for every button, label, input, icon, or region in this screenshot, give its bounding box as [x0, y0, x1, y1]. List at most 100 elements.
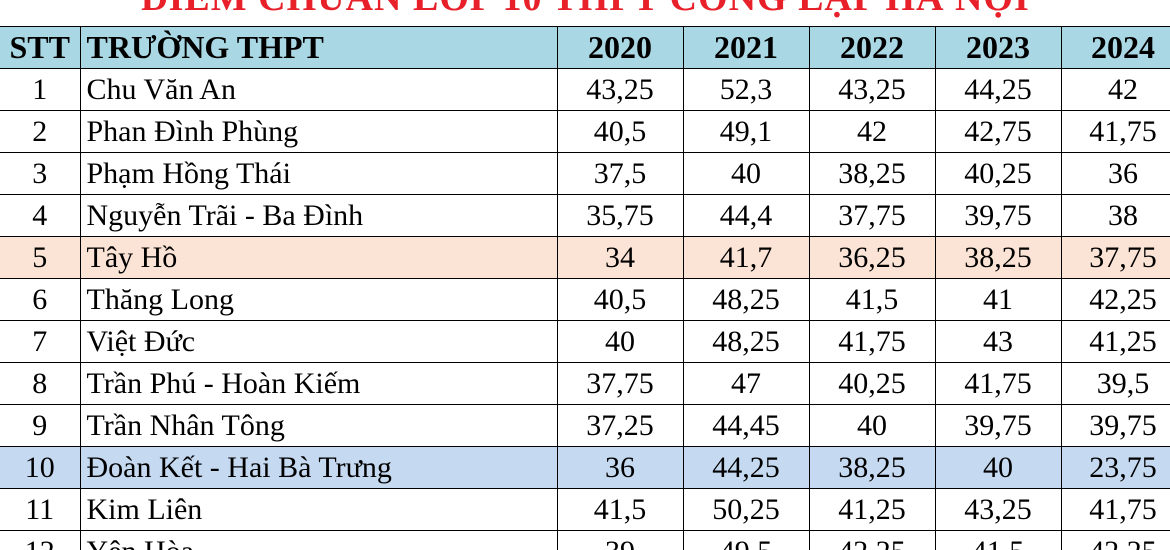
row-score-2021: 48,25: [682, 278, 810, 321]
row-score-2024: 42,25: [1060, 530, 1170, 550]
header-year-2022: 2022: [808, 26, 936, 69]
row-school-name: Phan Đình Phùng: [79, 110, 558, 153]
row-score-2020: 43,25: [556, 68, 684, 111]
header-year-2020: 2020: [556, 26, 684, 69]
row-school-name: Kim Liên: [79, 488, 558, 531]
row-score-2021: 40: [682, 152, 810, 195]
row-stt: 9: [0, 404, 81, 447]
row-stt: 1: [0, 68, 81, 111]
row-score-2024: 42,25: [1060, 278, 1170, 321]
row-score-2023: 38,25: [934, 236, 1062, 279]
row-score-2024: 36: [1060, 152, 1170, 195]
table-row: 9 Trần Nhân Tông 37,25 44,45 40 39,75 39,75: [0, 404, 1170, 447]
row-score-2023: 41: [934, 278, 1062, 321]
row-score-2021: 44,4: [682, 194, 810, 237]
row-score-2022: 42: [808, 110, 936, 153]
row-stt: 11: [0, 488, 81, 531]
table-row: 7 Việt Đức 40 48,25 41,75 43 41,25: [0, 320, 1170, 363]
table-row: 6 Thăng Long 40,5 48,25 41,5 41 42,25: [0, 278, 1170, 321]
row-score-2022: 36,25: [808, 236, 936, 279]
row-stt: 5: [0, 236, 81, 279]
table-row: 5 Tây Hồ 34 41,7 36,25 38,25 37,75: [0, 236, 1170, 279]
row-score-2024: 41,25: [1060, 320, 1170, 363]
table-row: 1 Chu Văn An 43,25 52,3 43,25 44,25 42: [0, 68, 1170, 111]
row-score-2024: 39,75: [1060, 404, 1170, 447]
row-score-2022: 37,75: [808, 194, 936, 237]
header-row: STT TRƯỜNG THPT 2020 2021 2022 2023 2024: [0, 26, 1170, 69]
row-score-2024: 39,5: [1060, 362, 1170, 405]
row-stt: 6: [0, 278, 81, 321]
row-school-name: Phạm Hồng Thái: [79, 152, 558, 195]
row-score-2020: 41,5: [556, 488, 684, 531]
row-school-name: Trần Phú - Hoàn Kiếm: [79, 362, 558, 405]
row-score-2022: 38,25: [808, 446, 936, 489]
row-score-2023: 44,25: [934, 68, 1062, 111]
row-score-2022: 41,25: [808, 488, 936, 531]
table-row: 4 Nguyễn Trãi - Ba Đình 35,75 44,4 37,75 39,7…: [0, 194, 1170, 237]
row-score-2020: 37,5: [556, 152, 684, 195]
row-score-2024: 38: [1060, 194, 1170, 237]
row-score-2024: 41,75: [1060, 110, 1170, 153]
row-score-2020: 39: [556, 530, 684, 550]
row-stt: 4: [0, 194, 81, 237]
row-score-2020: 36: [556, 446, 684, 489]
row-school-name: Yên Hòa: [79, 530, 558, 550]
row-school-name: Thăng Long: [79, 278, 558, 321]
row-school-name: Nguyễn Trãi - Ba Đình: [79, 194, 558, 237]
row-score-2021: 49,1: [682, 110, 810, 153]
row-score-2021: 49,5: [682, 530, 810, 550]
row-score-2024: 37,75: [1060, 236, 1170, 279]
row-score-2023: 41,5: [934, 530, 1062, 550]
row-score-2021: 47: [682, 362, 810, 405]
row-score-2020: 35,75: [556, 194, 684, 237]
sheet-title: ĐIỂM CHUẨN LỚP 10 THPT CÔNG LẬP HÀ NỘI: [0, 0, 1170, 18]
row-stt: 12: [0, 530, 81, 550]
row-score-2021: 52,3: [682, 68, 810, 111]
row-score-2022: 40,25: [808, 362, 936, 405]
row-score-2024: 41,75: [1060, 488, 1170, 531]
row-score-2022: 43,25: [808, 68, 936, 111]
table-row: 11 Kim Liên 41,5 50,25 41,25 43,25 41,75: [0, 488, 1170, 531]
row-score-2022: 41,5: [808, 278, 936, 321]
header-year-2023: 2023: [934, 26, 1062, 69]
row-score-2020: 40,5: [556, 110, 684, 153]
table-row: 8 Trần Phú - Hoàn Kiếm 37,75 47 40,25 41,75 39…: [0, 362, 1170, 405]
header-stt: STT: [0, 26, 81, 69]
row-score-2023: 41,75: [934, 362, 1062, 405]
row-school-name: Việt Đức: [79, 320, 558, 363]
row-score-2020: 37,25: [556, 404, 684, 447]
row-score-2020: 34: [556, 236, 684, 279]
row-score-2023: 39,75: [934, 194, 1062, 237]
row-score-2023: 40,25: [934, 152, 1062, 195]
row-score-2020: 40,5: [556, 278, 684, 321]
header-school: TRƯỜNG THPT: [79, 26, 558, 69]
row-stt: 8: [0, 362, 81, 405]
row-score-2021: 41,7: [682, 236, 810, 279]
row-score-2023: 40: [934, 446, 1062, 489]
row-school-name: Tây Hồ: [79, 236, 558, 279]
row-school-name: Chu Văn An: [79, 68, 558, 111]
header-year-2021: 2021: [682, 26, 810, 69]
row-score-2022: 40: [808, 404, 936, 447]
row-score-2022: 38,25: [808, 152, 936, 195]
row-score-2023: 39,75: [934, 404, 1062, 447]
table-row: 10 Đoàn Kết - Hai Bà Trưng 36 44,25 38,25 40 2…: [0, 446, 1170, 489]
row-stt: 7: [0, 320, 81, 363]
row-score-2021: 48,25: [682, 320, 810, 363]
row-score-2020: 37,75: [556, 362, 684, 405]
header-year-2024: 2024: [1060, 26, 1170, 69]
row-score-2021: 50,25: [682, 488, 810, 531]
row-score-2023: 42,75: [934, 110, 1062, 153]
row-stt: 3: [0, 152, 81, 195]
table-row: 3 Phạm Hồng Thái 37,5 40 38,25 40,25 36: [0, 152, 1170, 195]
row-score-2020: 40: [556, 320, 684, 363]
row-school-name: Trần Nhân Tông: [79, 404, 558, 447]
row-stt: 10: [0, 446, 81, 489]
row-score-2024: 42: [1060, 68, 1170, 111]
score-table: STT TRƯỜNG THPT 2020 2021 2022 2023 2024…: [0, 26, 1170, 550]
row-score-2024: 23,75: [1060, 446, 1170, 489]
row-school-name: Đoàn Kết - Hai Bà Trưng: [79, 446, 558, 489]
row-score-2023: 43: [934, 320, 1062, 363]
